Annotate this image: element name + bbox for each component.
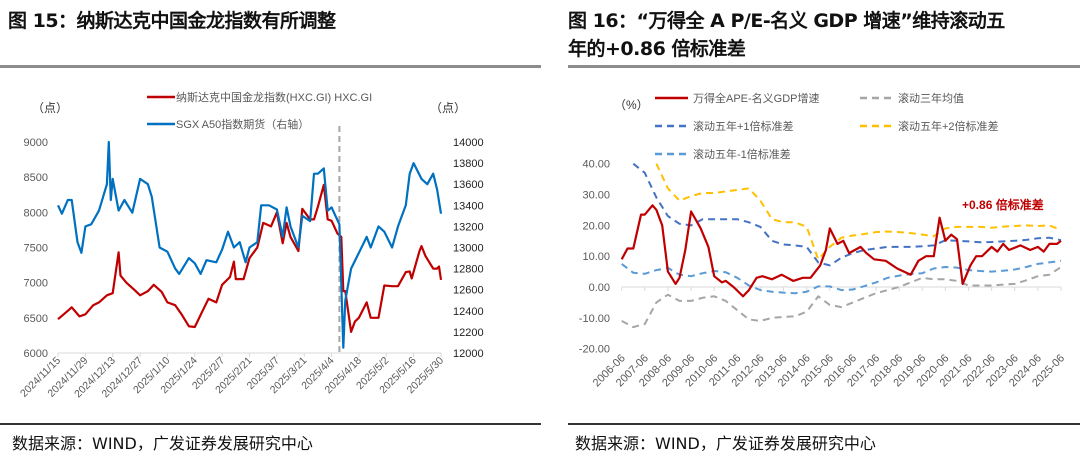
y-right-tick-label: 13800: [453, 158, 484, 170]
y-right-tick-label: 12400: [453, 306, 484, 318]
right-bottom-rule: [568, 423, 1080, 425]
y-right-tick-label: 12000: [453, 348, 484, 360]
y-tick-label: 20.00: [582, 220, 610, 232]
y-left-tick-label: 8000: [24, 207, 48, 219]
y-tick-label: 10.00: [582, 251, 610, 263]
left-bottom-rule: [0, 423, 541, 425]
right-source-note: 数据来源：WIND，广发证券发展研究中心: [575, 434, 876, 453]
legend-label-1: 滚动三年均值: [898, 91, 964, 105]
y-left-tick-label: 7000: [24, 278, 48, 290]
y-tick-label: 0.00: [589, 282, 610, 294]
series-line-1: [57, 140, 443, 349]
y-left-tick-label: 9000: [24, 137, 48, 149]
legend-label-0: 万得全APE-名义GDP增速: [693, 91, 820, 105]
y-right-tick-label: 12600: [453, 285, 484, 297]
left-title-rule: [0, 65, 541, 68]
legend-label-4: 滚动五年-1倍标准差: [693, 147, 791, 161]
y-right-tick-label: 12200: [453, 327, 484, 339]
legend-label-2: 滚动五年+1倍标准差: [693, 119, 794, 133]
y-tick-label: 40.00: [582, 159, 610, 171]
y-unit-label: （%）: [614, 98, 649, 112]
y-right-tick-label: 13400: [453, 200, 484, 212]
y-left-tick-label: 6500: [24, 313, 48, 325]
right-figure-title-line1: 图 16：“万得全 A P/E-名义 GDP 增速”维持滚动五: [568, 10, 1005, 32]
y-right-tick-label: 13000: [453, 243, 484, 255]
legend-label-0: 纳斯达克中国金龙指数(HXC.GI) HXC.GI: [176, 90, 372, 104]
series-line-2: [632, 162, 1062, 267]
series-line-0: [620, 204, 1062, 298]
y-tick-label: -10.00: [579, 313, 610, 325]
y-right-tick-label: 14000: [453, 137, 484, 149]
y-tick-label: 30.00: [582, 190, 610, 202]
legend-label-1: SGX A50指数期货（右轴）: [176, 117, 309, 131]
series-line-1: [621, 266, 1062, 329]
left-figure-title: 图 15：纳斯达克中国金龙指数有所调整: [8, 10, 336, 32]
y-tick-label: -20.00: [579, 344, 610, 356]
left-source-note: 数据来源：WIND，广发证券发展研究中心: [12, 434, 313, 453]
y-left-tick-label: 8500: [24, 172, 48, 184]
y-right-tick-label: 12800: [453, 264, 484, 276]
y-left-unit-label: （点）: [32, 101, 68, 115]
y-right-tick-label: 13600: [453, 179, 484, 191]
y-left-tick-label: 6000: [24, 348, 48, 360]
annotation-label: +0.86 倍标准差: [962, 197, 1044, 212]
series-line-4: [621, 259, 1062, 295]
right-figure-title-line2: 年的+0.86 倍标准差: [568, 38, 746, 60]
y-right-tick-label: 13200: [453, 221, 484, 233]
right-title-rule: [568, 65, 1080, 68]
y-right-unit-label: （点）: [430, 101, 466, 115]
y-left-tick-label: 7500: [24, 243, 48, 255]
legend-label-3: 滚动五年+2倍标准差: [898, 119, 999, 133]
series-line-3: [655, 163, 1062, 261]
